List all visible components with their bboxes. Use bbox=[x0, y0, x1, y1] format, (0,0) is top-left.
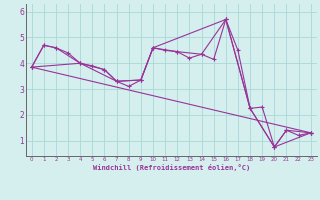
X-axis label: Windchill (Refroidissement éolien,°C): Windchill (Refroidissement éolien,°C) bbox=[92, 164, 250, 171]
